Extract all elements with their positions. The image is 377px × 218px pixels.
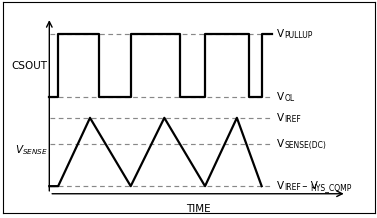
Text: $V_{SENSE}$: $V_{SENSE}$ xyxy=(15,143,48,157)
Text: V: V xyxy=(276,113,284,123)
Text: – V: – V xyxy=(299,181,318,191)
Text: CSOUT: CSOUT xyxy=(12,61,48,71)
Text: HYS_COMP: HYS_COMP xyxy=(310,183,351,192)
Text: SENSE(DC): SENSE(DC) xyxy=(284,141,326,150)
Text: IREF: IREF xyxy=(284,115,301,124)
Text: V: V xyxy=(276,92,284,102)
Text: TIME: TIME xyxy=(185,204,210,214)
Text: IREF: IREF xyxy=(284,183,301,192)
Text: V: V xyxy=(276,139,284,149)
Text: OL: OL xyxy=(284,94,294,103)
Text: V: V xyxy=(276,181,284,191)
Text: V: V xyxy=(276,29,284,39)
Text: PULLUP: PULLUP xyxy=(284,31,313,40)
